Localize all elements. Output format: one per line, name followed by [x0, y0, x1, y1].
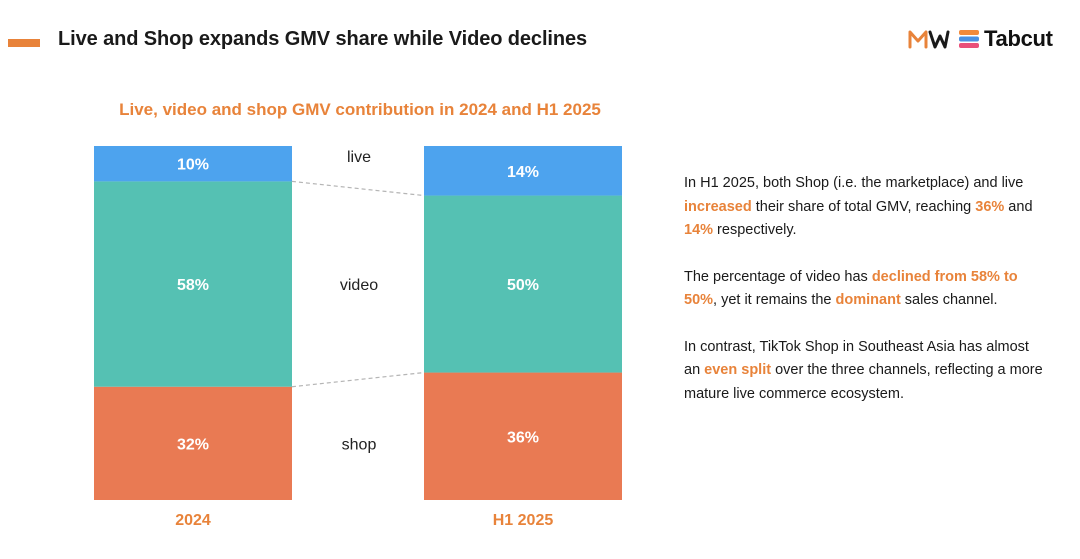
bar-segment-live-1 — [424, 146, 622, 196]
tabcut-logo: Tabcut — [908, 24, 1053, 54]
data-label-shop-1: 36% — [507, 429, 539, 446]
note-text: over the three channels, reflecting a mo… — [684, 362, 1043, 402]
highlight-text: 36% — [975, 198, 1005, 215]
category-label-1: H1 2025 — [493, 512, 554, 529]
series-label-shop: shop — [342, 436, 377, 453]
series-label-video: video — [340, 277, 378, 294]
data-label-video-1: 50% — [507, 277, 539, 294]
highlight-text: 14% — [684, 222, 714, 238]
note-text: their share of total GMV, reaching — [751, 198, 976, 215]
page-title: Live and Shop expands GMV share while Vi… — [58, 28, 588, 50]
highlight-text: even split — [704, 362, 772, 378]
data-label-shop-0: 32% — [177, 436, 209, 453]
bar-segment-shop-0 — [94, 386, 292, 500]
note-paragraph-3: In contrast, TikTok Shop in Southeast As… — [684, 336, 1044, 407]
note-text: , yet it remains the — [713, 292, 836, 308]
highlight-text: declined from 58% to 50% — [684, 268, 1018, 309]
highlight-text: dominant — [835, 292, 901, 308]
data-label-video-0: 58% — [177, 277, 209, 294]
logo-text: Tabcut — [984, 26, 1053, 51]
data-label-live-0: 10% — [177, 157, 209, 174]
chart-title: Live, video and shop GMV contribution in… — [119, 100, 601, 119]
commentary-panel: In H1 2025, both Shop (i.e. the marketpl… — [684, 172, 1044, 429]
note-text: In contrast, TikTok Shop in Southeast As… — [684, 338, 1029, 379]
bar-segment-shop-1 — [424, 372, 622, 500]
stacked-bar-chart: 32% 58% 10% 2024 36% 50% 14% H1 2025 live video sh… — [94, 146, 622, 529]
note-text: The percentage of video has — [684, 268, 872, 285]
note-text: respectively. — [713, 222, 797, 238]
highlight-text: increased — [684, 198, 752, 215]
note-paragraph-1: In H1 2025, both Shop (i.e. the marketpl… — [684, 172, 1044, 243]
title-accent-bar — [8, 39, 40, 47]
data-label-live-1: 14% — [507, 164, 539, 181]
mw-logo-icon — [908, 30, 950, 49]
connector-line-video — [291, 180, 425, 197]
note-text: In H1 2025, both Shop (i.e. the marketpl… — [684, 175, 1024, 191]
bar-segment-video-1 — [424, 195, 622, 373]
stack-logo-icon — [959, 30, 979, 48]
note-text: and — [1004, 198, 1033, 215]
series-label-live: live — [347, 149, 371, 166]
connector-line-shop — [291, 371, 425, 388]
note-text: sales channel. — [900, 292, 998, 308]
bar-segment-live-0 — [94, 146, 292, 182]
note-paragraph-2: The percentage of video has declined fro… — [684, 266, 1044, 313]
category-label-0: 2024 — [175, 512, 211, 529]
bar-segment-video-0 — [94, 181, 292, 387]
